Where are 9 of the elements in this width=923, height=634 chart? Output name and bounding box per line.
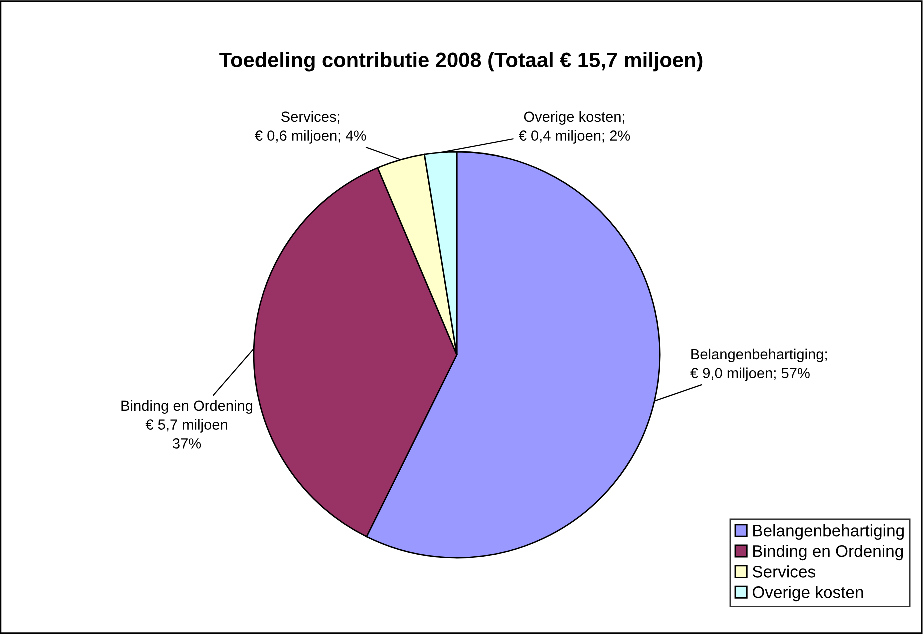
legend-label: Overige kosten — [752, 586, 864, 602]
legend-label: Belangenbehartiging — [754, 524, 904, 540]
legend-label: Binding en Ordening — [754, 545, 904, 561]
chart-title: Toedeling contributie 2008 (Totaal € 15,7 miljoen) — [220, 52, 703, 72]
data-label: Services; € 0,6 miljoen; 4% — [255, 111, 366, 144]
data-label: Belangenbehartiging; € 9,0 miljoen; 57% — [690, 348, 827, 382]
data-label: Binding en Ordening € 5,7 miljoen 37% — [122, 400, 253, 449]
data-label: Overige kosten; € 0,4 miljoen; 2% — [518, 111, 630, 144]
legend-label: Services — [752, 566, 816, 578]
